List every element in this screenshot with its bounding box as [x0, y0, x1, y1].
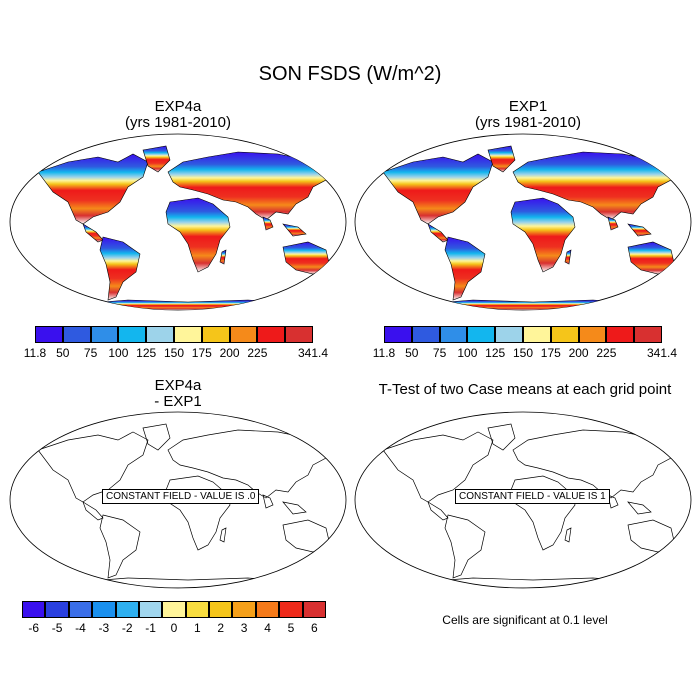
panel-title-bottom-left-name: EXP4a	[154, 377, 202, 394]
panel-title-top-right-years: (yrs 1981-2010)	[475, 114, 581, 131]
map-top-left	[9, 133, 347, 311]
fsds-left-label: 75	[83, 346, 98, 360]
fsds-left-label: 150	[163, 346, 185, 360]
diff-swatch	[185, 601, 210, 618]
fsds-right-swatch	[495, 326, 523, 343]
diff-swatch	[209, 601, 233, 618]
constant-field-label-right: CONSTANT FIELD - VALUE IS 1	[455, 489, 610, 504]
diff-swatch	[22, 601, 46, 618]
diff-swatch	[92, 601, 116, 618]
map-top-right	[354, 133, 692, 311]
panel-title-top-left-name: EXP4a	[154, 98, 202, 115]
fsds-right-swatch	[384, 326, 412, 343]
diff-label: 3	[240, 621, 248, 635]
colorbar-fsds-left: 11.8 50 75 100 125 150 175 200 225 341.4	[24, 326, 328, 366]
fsds-right-label: 125	[485, 346, 506, 360]
fsds-left-swatch	[118, 326, 147, 343]
fsds-right-label: 341.4	[646, 346, 678, 360]
diff-label: -6	[28, 621, 40, 635]
fsds-right-swatch	[578, 326, 607, 343]
fsds-right-swatch	[467, 326, 496, 343]
fsds-left-swatch	[146, 326, 174, 343]
fsds-right-swatch	[439, 326, 468, 343]
fsds-left-label: 341.4	[297, 346, 329, 360]
fsds-right-swatch	[634, 326, 662, 343]
diff-label: -3	[98, 621, 110, 635]
panel-title-top-left-years: (yrs 1981-2010)	[125, 114, 231, 131]
fsds-left-swatch	[201, 326, 230, 343]
fsds-left-swatch	[174, 326, 202, 343]
diff-label: -2	[121, 621, 133, 635]
panel-title-top-right-name: EXP1	[508, 98, 548, 115]
diff-label: 2	[217, 621, 225, 635]
fsds-left-label: 225	[247, 346, 268, 360]
diff-swatch	[255, 601, 280, 618]
diff-label: 1	[194, 621, 201, 635]
fsds-right-label: 100	[457, 346, 478, 360]
colorbar-fsds-right: 11.8 50 75 100 125 150 175 200 225 341.4	[373, 326, 677, 366]
diff-swatch	[115, 601, 139, 618]
diff-label: 6	[310, 621, 318, 635]
fsds-right-label: 11.8	[372, 346, 396, 360]
fsds-right-label: 75	[432, 346, 447, 360]
diff-swatch	[162, 601, 186, 618]
fsds-right-label: 150	[512, 346, 534, 360]
diff-label: 5	[287, 621, 295, 635]
panel-title-bottom-left-diff: - EXP1	[154, 393, 202, 410]
fsds-right-swatch	[411, 326, 440, 343]
fsds-left-swatch	[285, 326, 313, 343]
diff-swatch	[68, 601, 93, 618]
fsds-left-label: 200	[219, 346, 240, 360]
panel-title-bottom-left: EXP4a - EXP1	[78, 378, 278, 410]
diff-swatch	[279, 601, 303, 618]
fsds-right-label: 50	[405, 346, 419, 360]
significance-note: Cells are significant at 0.1 level	[442, 613, 608, 627]
fsds-left-swatch	[62, 326, 91, 343]
fsds-right-label: 200	[568, 346, 589, 360]
fsds-left-swatch	[229, 326, 258, 343]
fsds-left-label: 175	[191, 346, 212, 360]
fsds-right-label: 175	[540, 346, 561, 360]
diff-label: -1	[145, 621, 156, 635]
panel-title-top-right: EXP1 (yrs 1981-2010)	[428, 99, 628, 131]
diff-label: -5	[51, 621, 63, 635]
panel-title-top-left: EXP4a (yrs 1981-2010)	[78, 99, 278, 131]
fsds-left-swatch	[257, 326, 286, 343]
colorbar-difference: -6 -5 -4 -3 -2 -1 0 1 2 3 4 5 6	[22, 601, 326, 641]
fsds-left-swatch	[35, 326, 63, 343]
constant-field-label-left: CONSTANT FIELD - VALUE IS .0	[102, 489, 260, 504]
main-title: SON FSDS (W/m^2)	[258, 63, 442, 85]
fsds-right-label: 225	[596, 346, 617, 360]
diff-swatch	[232, 601, 256, 618]
fsds-right-swatch	[550, 326, 579, 343]
panel-title-bottom-right: T-Test of two Case means at each grid po…	[378, 381, 672, 398]
fsds-left-label: 125	[136, 346, 157, 360]
diff-swatch	[302, 601, 326, 618]
diff-label: -4	[75, 621, 86, 635]
diff-label: 0	[170, 621, 178, 635]
fsds-right-swatch	[523, 326, 551, 343]
diff-label: 4	[264, 621, 271, 635]
fsds-left-label: 50	[56, 346, 70, 360]
fsds-left-label: 11.8	[23, 346, 47, 360]
diff-swatch	[45, 601, 69, 618]
fsds-left-label: 100	[108, 346, 129, 360]
fsds-left-swatch	[90, 326, 119, 343]
diff-swatch	[138, 601, 163, 618]
fsds-right-swatch	[606, 326, 635, 343]
